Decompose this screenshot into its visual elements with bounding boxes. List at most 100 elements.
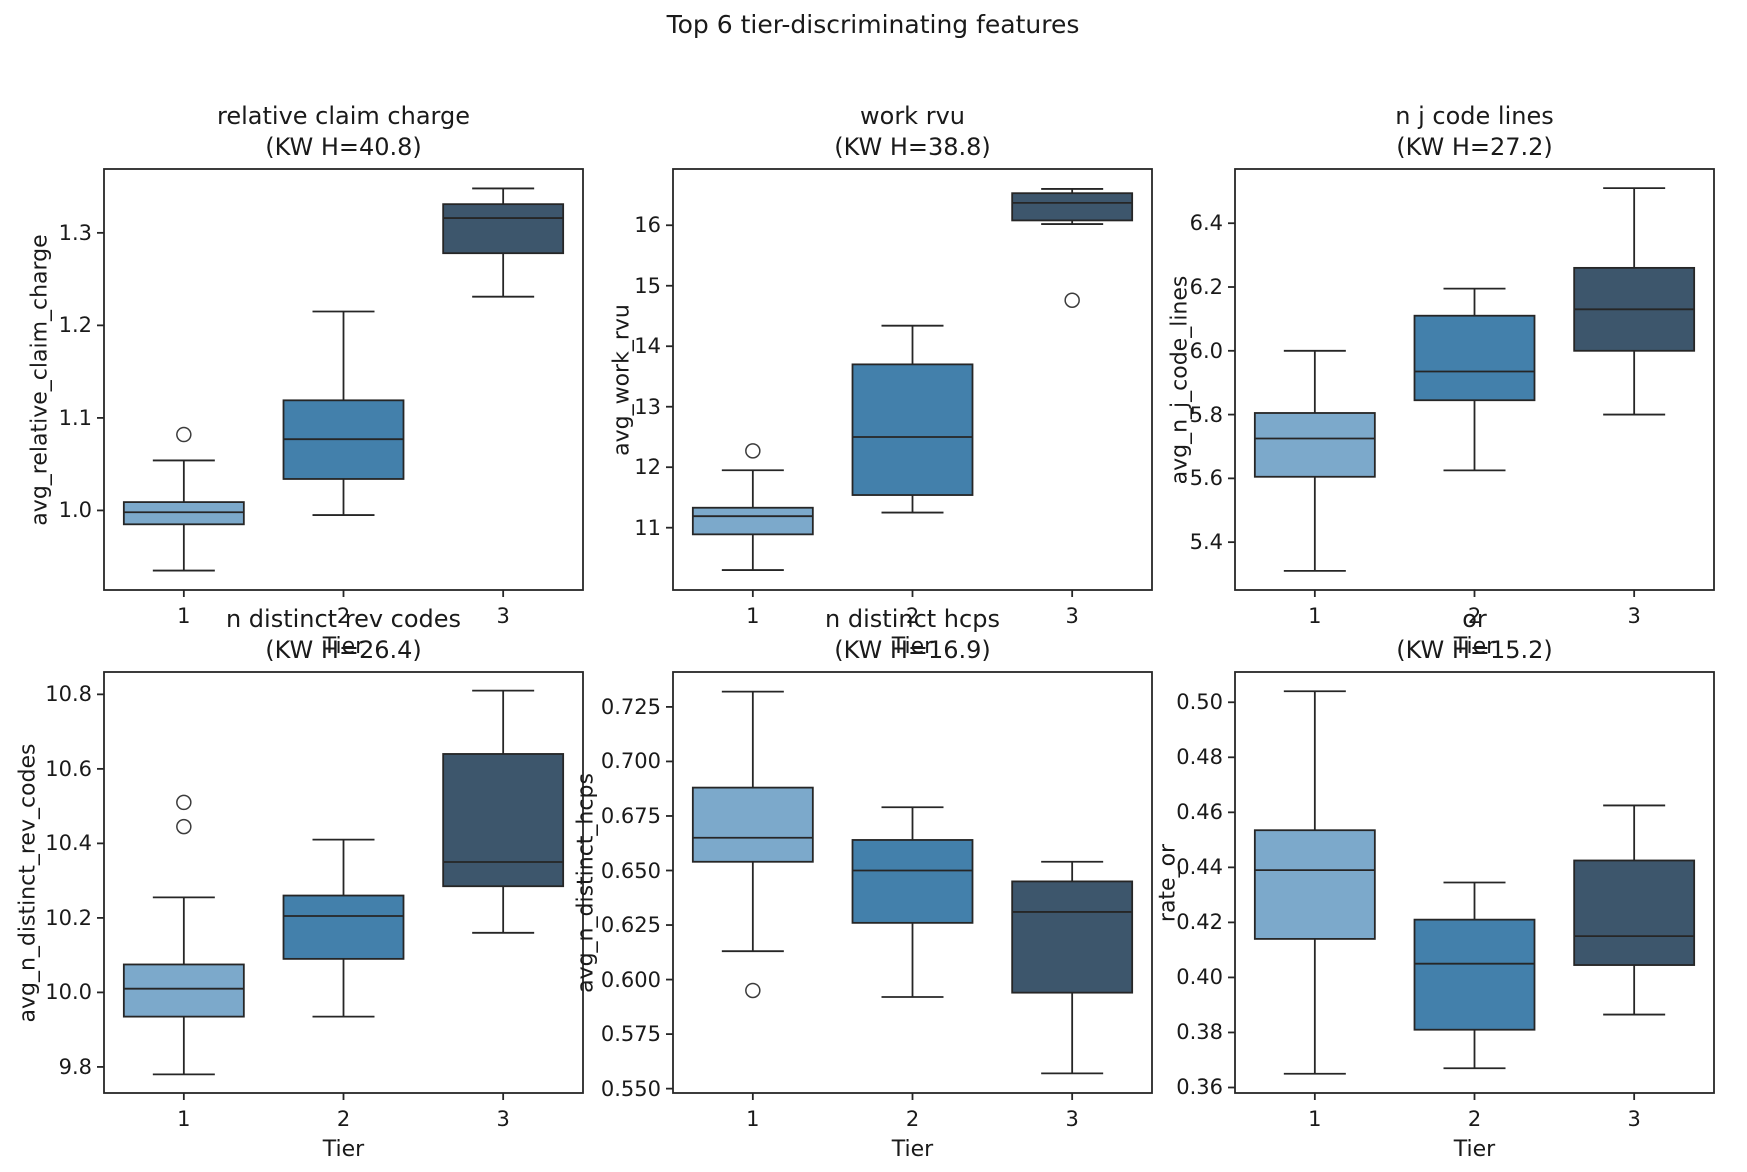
y-tick-label: 1.0 <box>58 498 92 523</box>
subplot-subtitle: (KW H=40.8) <box>265 133 422 161</box>
box-tier-1 <box>1253 412 1376 478</box>
y-tick-label: 10.8 <box>45 682 92 707</box>
y-tick-label: 0.550 <box>600 1076 661 1101</box>
y-axis-label: avg_n_j_code_lines <box>1167 275 1193 484</box>
y-tick-label: 0.575 <box>600 1022 661 1047</box>
y-axis-label: rate_or <box>1155 843 1181 922</box>
y-tick-label: 6.0 <box>1189 338 1223 363</box>
box-tier-2 <box>1413 918 1536 1031</box>
y-axis-label: avg_work_rvu <box>609 303 635 456</box>
y-tick-label: 6.2 <box>1189 275 1223 299</box>
subplot-title: n distinct hcps <box>825 605 1000 633</box>
axes-frame <box>1234 168 1715 591</box>
y-tick-label: 1.3 <box>58 220 92 245</box>
y-tick-label: 0.48 <box>1176 745 1223 770</box>
y-tick-label: 1.2 <box>58 313 92 338</box>
subplot-title: n j code lines <box>1395 102 1554 130</box>
x-tick-label: 1 <box>746 1107 760 1131</box>
y-tick-label: 6.4 <box>1189 211 1223 236</box>
x-tick-label: 2 <box>1467 1107 1482 1131</box>
outlier-point <box>745 982 761 999</box>
box-tier-2 <box>851 839 974 924</box>
subplot-title: n distinct rev codes <box>225 605 462 633</box>
y-tick-label: 0.36 <box>1176 1075 1223 1100</box>
box-tier-2 <box>1413 314 1536 402</box>
outlier-point <box>745 443 761 459</box>
x-tick-label: 2 <box>905 1107 920 1131</box>
outlier-point <box>1064 292 1080 309</box>
subplot-subtitle: (KW H=38.8) <box>834 133 991 161</box>
y-tick-label: 0.46 <box>1176 800 1223 825</box>
axes-frame <box>1234 671 1715 1094</box>
y-tick-label: 1.1 <box>58 405 92 430</box>
x-tick-label: 2 <box>905 604 920 628</box>
subplot-2 <box>666 168 1153 597</box>
box-tier-2 <box>851 363 974 496</box>
x-axis-label: Tier <box>322 634 365 659</box>
outlier-point <box>176 818 192 835</box>
y-tick-label: 5.8 <box>1189 402 1223 427</box>
subplot-title-block: n distinct hcps (KW H=16.9) <box>825 604 1000 666</box>
y-tick-label: 16 <box>634 213 661 238</box>
box-tier-1 <box>1253 829 1376 940</box>
x-tick-label: 1 <box>746 604 760 628</box>
box-tier-3 <box>1011 192 1134 222</box>
y-tick-label: 13 <box>634 394 661 419</box>
box-tier-3 <box>1011 880 1134 994</box>
y-tick-label: 0.725 <box>600 694 661 719</box>
y-tick-label: 15 <box>634 273 661 298</box>
x-axis-label: Tier <box>322 1137 365 1162</box>
x-axis-label: Tier <box>891 634 934 659</box>
x-tick-label: 3 <box>1627 604 1641 628</box>
subplot-4 <box>97 671 584 1100</box>
y-tick-label: 10.6 <box>45 756 92 781</box>
box-tier-3 <box>1573 859 1696 966</box>
x-tick-label: 3 <box>1065 1107 1079 1131</box>
x-axis-label: Tier <box>1453 634 1496 659</box>
box-tier-1 <box>691 506 814 536</box>
subplot-title: or <box>1462 605 1487 633</box>
box-tier-3 <box>442 203 565 255</box>
x-tick-label: 2 <box>336 604 351 628</box>
x-tick-label: 1 <box>1308 1107 1322 1131</box>
y-tick-label: 12 <box>634 455 661 480</box>
subplot-subtitle: (KW H=15.2) <box>1396 636 1553 664</box>
y-axis-label: avg_n_distinct_rev_codes <box>15 743 41 1022</box>
x-tick-label: 1 <box>177 604 191 628</box>
axes-frame <box>103 671 584 1094</box>
y-tick-label: 14 <box>634 334 661 359</box>
y-tick-label: 0.42 <box>1176 910 1223 935</box>
subplot-subtitle: (KW H=27.2) <box>1396 133 1553 161</box>
y-tick-label: 10.2 <box>45 905 92 930</box>
y-tick-label: 0.50 <box>1176 690 1223 715</box>
subplot-title-block: relative claim charge (KW H=40.8) <box>217 101 470 163</box>
axes-frame <box>103 168 584 591</box>
outlier-point <box>176 426 192 443</box>
box-tier-1 <box>122 963 245 1018</box>
y-tick-label: 0.650 <box>600 858 661 883</box>
x-tick-label: 3 <box>1627 1107 1641 1131</box>
y-tick-label: 0.700 <box>600 749 661 774</box>
x-tick-label: 1 <box>177 1107 191 1131</box>
subplot-title-block: work rvu (KW H=38.8) <box>834 101 991 163</box>
subplot-title-block: n j code lines (KW H=27.2) <box>1395 101 1553 163</box>
y-tick-label: 0.625 <box>600 913 661 938</box>
figure-title: Top 6 tier-discriminating features <box>666 10 1080 39</box>
y-tick-label: 0.44 <box>1176 855 1223 880</box>
subplot-1 <box>97 168 584 597</box>
axes-frame <box>672 168 1153 591</box>
y-axis-label: avg_n_distinct_hcps <box>573 772 599 993</box>
y-tick-label: 11 <box>634 515 661 540</box>
x-axis-label: Tier <box>891 1137 934 1162</box>
x-tick-label: 1 <box>1308 604 1322 628</box>
x-tick-label: 3 <box>496 604 510 628</box>
subplot-6 <box>1228 671 1715 1100</box>
subplot-subtitle: (KW H=26.4) <box>265 636 422 664</box>
axes-frame <box>672 671 1153 1094</box>
subplot-title-block: n distinct rev codes (KW H=26.4) <box>226 604 461 666</box>
x-tick-label: 3 <box>496 1107 510 1131</box>
y-tick-label: 5.4 <box>1189 530 1223 555</box>
x-tick-label: 3 <box>1065 604 1079 628</box>
x-axis-label: Tier <box>1453 1137 1496 1162</box>
